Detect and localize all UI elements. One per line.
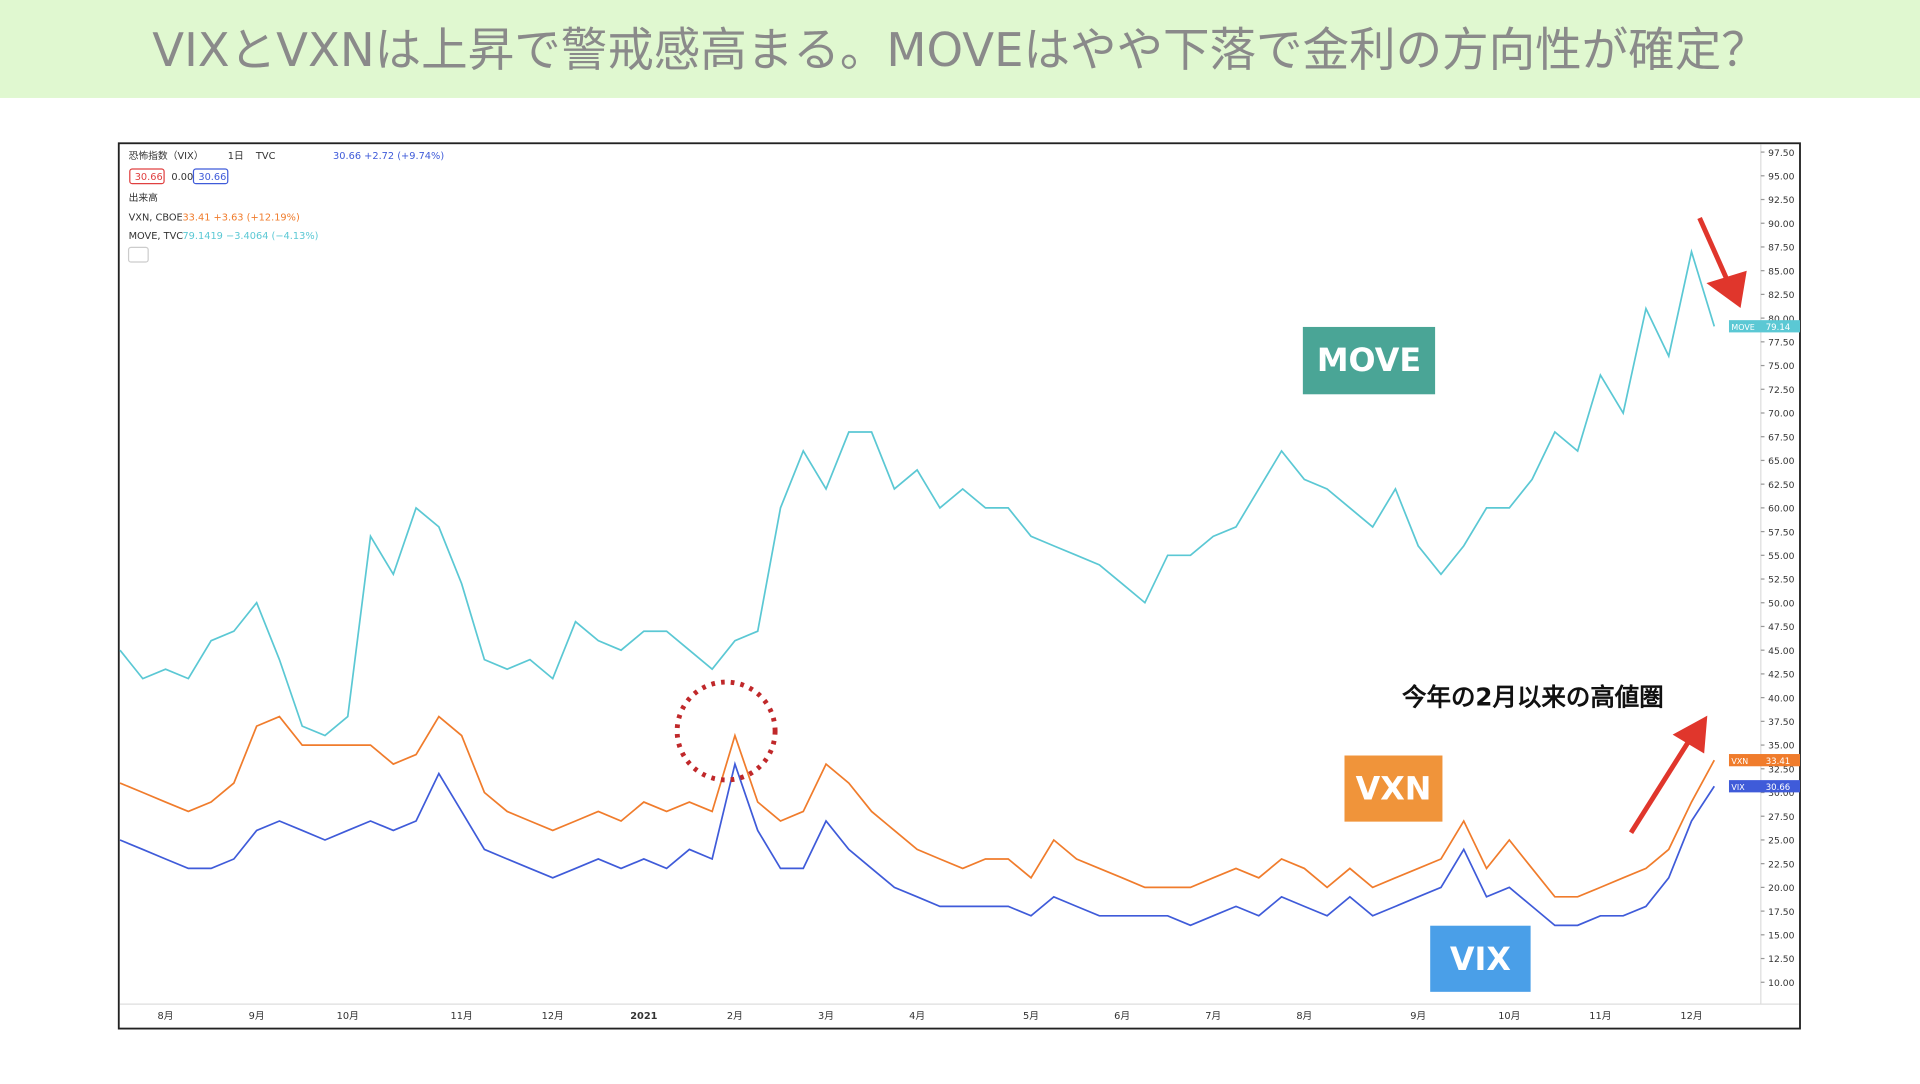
- y-tick-label: 57.50: [1768, 527, 1794, 538]
- highlight-circle: [674, 679, 778, 783]
- plot: 10.00 12.50 15.00 17.50 20.00 22.50 25.00 27.50…: [119, 148, 1800, 1022]
- quote: 30.66 +2.72 (+9.74%): [333, 151, 444, 162]
- arrow: [1628, 738, 1692, 834]
- y-tick-label: 97.50: [1768, 148, 1794, 159]
- x-tick-label: 10月: [1498, 1010, 1520, 1022]
- annotation: VIX: [1450, 940, 1511, 978]
- y-tick-label: 80.00: [1768, 314, 1794, 325]
- y-tick-label: 82.50: [1768, 290, 1794, 301]
- x-tick-label: 11月: [1589, 1010, 1611, 1022]
- y-tick-label: 90.00: [1768, 219, 1794, 230]
- price-tag-name: VXN: [1731, 757, 1748, 766]
- source: TVC: [255, 151, 276, 162]
- y-tick-label: 95.00: [1768, 171, 1794, 182]
- page-title: VIXとVXNは上昇で警戒感高まる。MOVEはやや下落で金利の方向性が確定？: [152, 23, 1767, 77]
- y-tick-label: 17.50: [1768, 907, 1794, 918]
- y-tick-label: 12.50: [1768, 954, 1794, 965]
- move-quote: 79.1419 −3.4064 (−4.13%): [182, 231, 318, 242]
- y-tick-label: 87.50: [1768, 243, 1794, 254]
- price-tag-value: 79.14: [1766, 323, 1791, 333]
- collapse-button[interactable]: [127, 246, 149, 263]
- annotation: 今年の2月以来の高値圏: [1402, 682, 1664, 711]
- y-tick-label: 50.00: [1768, 598, 1794, 609]
- y-tick-label: 85.00: [1768, 266, 1794, 277]
- line: [119, 715, 1716, 898]
- y-tick-label: 27.50: [1768, 812, 1794, 823]
- bid: 30.66: [135, 172, 163, 183]
- ask: 30.66: [198, 172, 226, 183]
- x-tick-label: 2月: [727, 1010, 743, 1022]
- y-tick-label: 20.00: [1768, 883, 1794, 894]
- y-tick-label: 55.00: [1768, 551, 1794, 562]
- y-tick-label: 35.00: [1768, 741, 1794, 752]
- x-tick-label: 12月: [1680, 1010, 1702, 1022]
- price-tag: [1728, 320, 1800, 333]
- x-tick-label: 2021: [630, 1011, 657, 1022]
- symbol: 恐怖指数（VIX）: [129, 149, 204, 162]
- line: [119, 761, 1716, 927]
- vxn-name: VXN, CBOE: [129, 212, 183, 223]
- price-tag: [1728, 754, 1800, 767]
- y-tick-label: 47.50: [1768, 622, 1794, 633]
- arrows: [1628, 216, 1747, 834]
- y-tick-label: 77.50: [1768, 338, 1794, 349]
- arrow-head: [1706, 270, 1747, 308]
- price-tag: [1728, 780, 1800, 793]
- price-tag-value: 33.41: [1766, 757, 1791, 767]
- annotation: MOVE: [1317, 341, 1421, 379]
- ask-box: [192, 168, 229, 185]
- x-tick-label: 6月: [1114, 1010, 1130, 1022]
- bid-box: [129, 168, 165, 185]
- arrow: [1697, 216, 1732, 286]
- chart-frame: [117, 142, 1801, 1030]
- interval: 1日: [228, 151, 244, 162]
- x-tick-label: 12月: [542, 1010, 564, 1022]
- price-tag-name: MOVE: [1731, 323, 1754, 332]
- y-tick-label: 52.50: [1768, 575, 1794, 586]
- x-tick-label: 7月: [1205, 1010, 1221, 1022]
- vxn-quote: 33.41 +3.63 (+12.19%): [182, 212, 299, 223]
- y-tick-label: 62.50: [1768, 480, 1794, 491]
- x-tick-label: 3月: [818, 1010, 834, 1022]
- price-tag-value: 30.66: [1766, 783, 1791, 793]
- x-tick-label: 9月: [1410, 1010, 1426, 1022]
- annotation: VXN: [1356, 770, 1432, 808]
- y-tick-label: 92.50: [1768, 195, 1794, 206]
- x-tick-label: 5月: [1023, 1010, 1039, 1022]
- x-tick-label: 11月: [451, 1010, 473, 1022]
- y-tick-label: 65.00: [1768, 456, 1794, 467]
- y-tick-label: 45.00: [1768, 646, 1794, 657]
- y-tick-label: 40.00: [1768, 693, 1794, 704]
- y-tick-label: 75.00: [1768, 361, 1794, 372]
- y-tick-label: 30.00: [1768, 788, 1794, 799]
- y-tick-label: 22.50: [1768, 859, 1794, 870]
- price-tag-name: VIX: [1731, 783, 1745, 792]
- annotation-box: [1344, 755, 1443, 822]
- x-tick-label: 4月: [909, 1010, 925, 1022]
- volume: 出来高: [129, 191, 159, 204]
- annotation-box: [1430, 925, 1531, 992]
- y-tick-label: 42.50: [1768, 670, 1794, 681]
- spread: 0.00: [171, 172, 193, 183]
- x-tick-label: 10月: [337, 1010, 359, 1022]
- x-tick-label: 8月: [1296, 1010, 1312, 1022]
- title-banner: [0, 0, 1920, 98]
- y-tick-label: 60.00: [1768, 504, 1794, 515]
- x-tick-label: 9月: [249, 1010, 265, 1022]
- x-tick-label: 8月: [158, 1010, 174, 1022]
- annotation-box: [1302, 326, 1436, 395]
- y-tick-label: 70.00: [1768, 409, 1794, 420]
- y-tick-label: 25.00: [1768, 836, 1794, 847]
- y-tick-label: 15.00: [1768, 930, 1794, 941]
- line: [119, 248, 1716, 737]
- arrow-head: [1672, 715, 1708, 754]
- y-tick-label: 37.50: [1768, 717, 1794, 728]
- y-tick-label: 67.50: [1768, 432, 1794, 443]
- y-tick-label: 32.50: [1768, 764, 1794, 775]
- move-name: MOVE, TVC: [129, 231, 184, 242]
- y-tick-label: 10.00: [1768, 978, 1794, 989]
- y-tick-label: 72.50: [1768, 385, 1794, 396]
